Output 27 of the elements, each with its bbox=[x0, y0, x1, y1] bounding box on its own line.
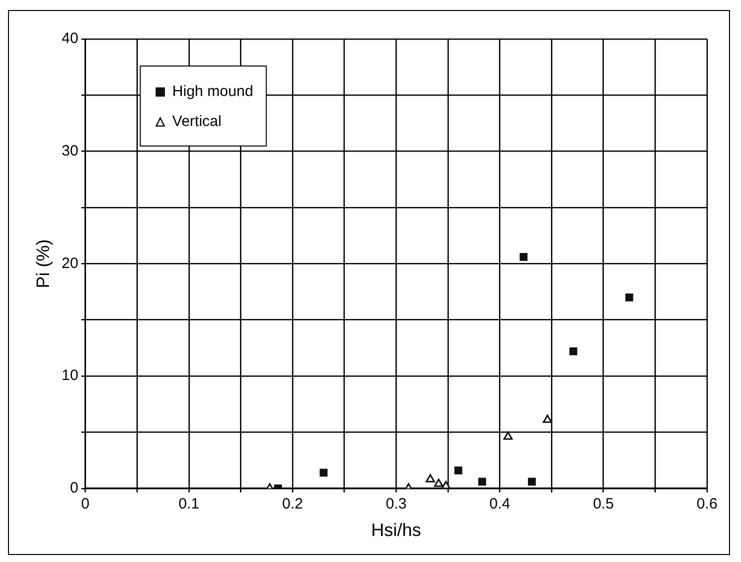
x-tick-label: 0.5 bbox=[592, 496, 614, 513]
point bbox=[528, 478, 536, 486]
y-tick-label: 10 bbox=[62, 367, 78, 384]
x-tick-label: 0.4 bbox=[489, 496, 510, 513]
point bbox=[503, 431, 513, 440]
x-tick-label: 0.1 bbox=[178, 496, 200, 513]
x-axis-title: Hsi/hs bbox=[371, 520, 422, 540]
y-tick-label: 30 bbox=[62, 142, 78, 160]
legend-label: High mound bbox=[172, 83, 254, 100]
point bbox=[454, 466, 462, 474]
legend-label: Vertical bbox=[172, 113, 222, 130]
point bbox=[434, 478, 444, 487]
y-tick-label: 0 bbox=[70, 480, 78, 497]
point bbox=[569, 347, 578, 356]
y-tick-label: 20 bbox=[62, 254, 78, 272]
point bbox=[320, 468, 328, 477]
point bbox=[520, 253, 528, 261]
point bbox=[542, 414, 552, 423]
point bbox=[625, 293, 634, 302]
x-tick-label: 0.6 bbox=[696, 496, 718, 513]
x-tick-label: 0.2 bbox=[282, 496, 303, 513]
point bbox=[426, 474, 435, 482]
x-tick-label: 0 bbox=[81, 496, 90, 513]
point bbox=[478, 478, 486, 486]
y-axis-title: Pi (%) bbox=[32, 239, 53, 288]
y-tick-label: 40 bbox=[62, 30, 78, 48]
x-tick-label: 0.3 bbox=[386, 496, 407, 513]
